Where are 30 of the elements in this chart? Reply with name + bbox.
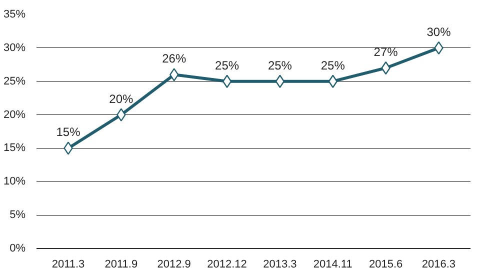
x-tick-label: 2016.3	[422, 258, 456, 270]
point	[222, 74, 232, 88]
x-tick-label: 2012.12	[207, 258, 247, 270]
data-label: 25%	[320, 58, 346, 72]
data-label: 25%	[215, 58, 240, 72]
point	[275, 74, 285, 88]
point	[116, 108, 126, 122]
x-tick-label: 2011.3	[52, 258, 85, 270]
y-tick-label: 15%	[3, 142, 26, 154]
y-tick-label: 30%	[3, 42, 26, 54]
x-tick-label: 2015.6	[368, 258, 403, 270]
x-tick-label: 2013.3	[263, 258, 297, 270]
y-tick-label: 10%	[3, 176, 26, 188]
x-tick-label: 2012.9	[157, 258, 191, 270]
y-tick-label: 20%	[3, 108, 26, 121]
data-label: 25%	[268, 58, 292, 72]
data-label: 26%	[162, 52, 186, 66]
y-tick-label: 5%	[10, 209, 26, 222]
x-tick-label: 2014.11	[313, 258, 352, 270]
data-label: 20%	[109, 92, 134, 106]
data-label: 30%	[426, 24, 452, 39]
point	[328, 74, 338, 88]
point	[170, 68, 179, 82]
x-tick-label: 2011.9	[104, 258, 138, 270]
data-label: 15%	[56, 125, 81, 140]
y-tick-label: 0%	[10, 242, 26, 254]
y-tick-label: 25%	[3, 75, 26, 88]
point	[64, 142, 73, 155]
data-label: 27%	[374, 44, 398, 59]
y-tick-label: 35%	[3, 8, 26, 20]
